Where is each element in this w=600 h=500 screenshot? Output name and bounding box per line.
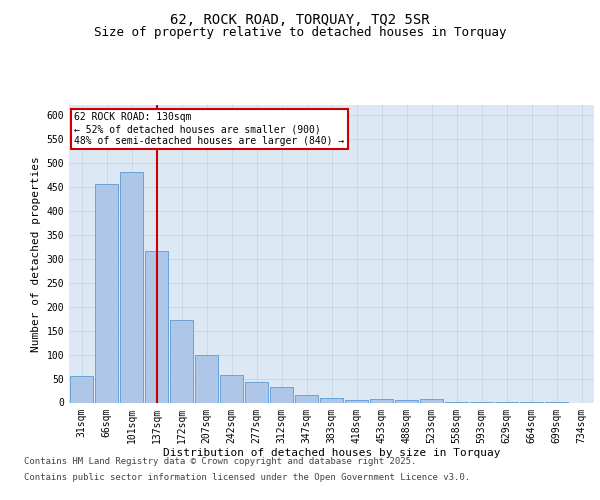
Bar <box>245 382 268 402</box>
Bar <box>295 396 318 402</box>
Bar <box>270 386 293 402</box>
Bar <box>145 252 168 402</box>
Bar <box>95 184 118 402</box>
Y-axis label: Number of detached properties: Number of detached properties <box>31 156 41 352</box>
Bar <box>345 400 368 402</box>
Bar <box>320 398 343 402</box>
Text: 62, ROCK ROAD, TORQUAY, TQ2 5SR: 62, ROCK ROAD, TORQUAY, TQ2 5SR <box>170 12 430 26</box>
Bar <box>395 400 418 402</box>
Bar <box>220 374 243 402</box>
Text: Size of property relative to detached houses in Torquay: Size of property relative to detached ho… <box>94 26 506 39</box>
Bar <box>420 399 443 402</box>
Bar <box>370 399 393 402</box>
Bar <box>120 172 143 402</box>
Bar <box>70 376 93 402</box>
Bar <box>195 354 218 403</box>
Text: 62 ROCK ROAD: 130sqm
← 52% of detached houses are smaller (900)
48% of semi-deta: 62 ROCK ROAD: 130sqm ← 52% of detached h… <box>74 112 344 146</box>
X-axis label: Distribution of detached houses by size in Torquay: Distribution of detached houses by size … <box>163 448 500 458</box>
Text: Contains HM Land Registry data © Crown copyright and database right 2025.: Contains HM Land Registry data © Crown c… <box>24 458 416 466</box>
Text: Contains public sector information licensed under the Open Government Licence v3: Contains public sector information licen… <box>24 472 470 482</box>
Bar <box>170 320 193 402</box>
